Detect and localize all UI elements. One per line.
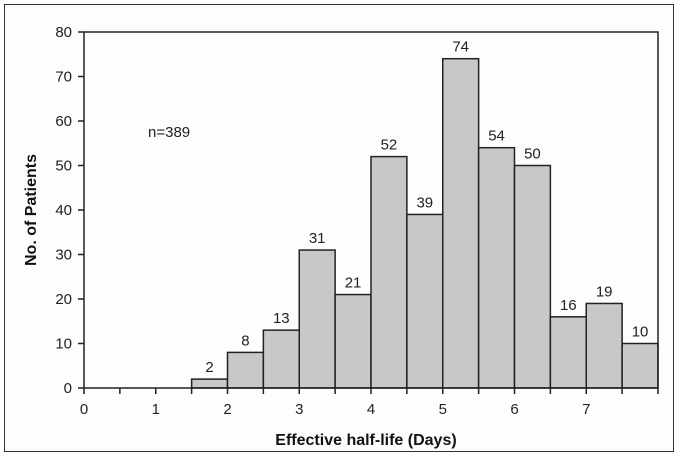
y-tick-label: 80 — [55, 24, 72, 41]
bar-value-label: 39 — [416, 194, 433, 211]
x-ticks-group: 0 1 2 3 4 5 6 7 — [80, 388, 659, 418]
y-tick-label: 0 — [64, 380, 72, 397]
bars-group — [190, 57, 659, 389]
x-tick-label: 6 — [510, 401, 518, 418]
bar-value-label: 52 — [381, 137, 398, 154]
sample-size-annotation: n=389 — [148, 124, 190, 141]
x-tick-label: 3 — [295, 401, 303, 418]
y-tick-label: 70 — [55, 69, 72, 86]
x-axis-title: Effective half-life (Days) — [275, 432, 456, 449]
bar-value-label: 10 — [632, 324, 649, 341]
bar-value-label: 16 — [560, 297, 577, 314]
histogram-bar — [370, 155, 408, 389]
bar-value-label: 19 — [596, 283, 613, 300]
y-tick-label: 20 — [55, 291, 72, 308]
histogram-bar — [334, 293, 372, 389]
histogram-bar — [262, 329, 300, 389]
y-ticks-group: 0 10 20 30 40 50 60 70 80 — [55, 24, 84, 397]
y-tick-label: 40 — [55, 202, 72, 219]
histogram-bar — [298, 249, 336, 389]
y-axis-title: No. of Patients — [23, 154, 40, 266]
data-labels-group: 2 8 13 31 21 52 39 74 54 50 16 19 10 — [205, 39, 648, 376]
x-tick-label: 5 — [439, 401, 447, 418]
x-tick-label: 4 — [367, 401, 375, 418]
bar-value-label: 2 — [205, 359, 213, 376]
histogram-bar — [226, 351, 265, 389]
histogram-bar — [190, 378, 229, 389]
histogram-bar — [513, 164, 552, 389]
bar-value-label: 74 — [452, 39, 469, 56]
histogram-bar — [477, 146, 516, 389]
bar-value-label: 50 — [524, 146, 541, 163]
histogram-bar — [549, 316, 587, 389]
histogram-bar — [621, 342, 659, 389]
bar-value-label: 21 — [345, 275, 362, 292]
x-tick-label: 1 — [152, 401, 160, 418]
y-tick-label: 10 — [55, 336, 72, 353]
histogram-bar — [585, 302, 623, 389]
bar-value-label: 8 — [241, 332, 249, 349]
x-tick-label: 2 — [223, 401, 231, 418]
y-tick-label: 30 — [55, 247, 72, 264]
bar-value-label: 13 — [273, 310, 290, 327]
bar-value-label: 54 — [488, 128, 505, 145]
histogram-bar — [406, 213, 444, 389]
x-tick-label: 7 — [582, 401, 590, 418]
y-tick-label: 60 — [55, 113, 72, 130]
y-tick-label: 50 — [55, 158, 72, 175]
histogram-bar — [442, 57, 480, 389]
x-tick-label: 0 — [80, 401, 88, 418]
bar-value-label: 31 — [309, 230, 326, 247]
